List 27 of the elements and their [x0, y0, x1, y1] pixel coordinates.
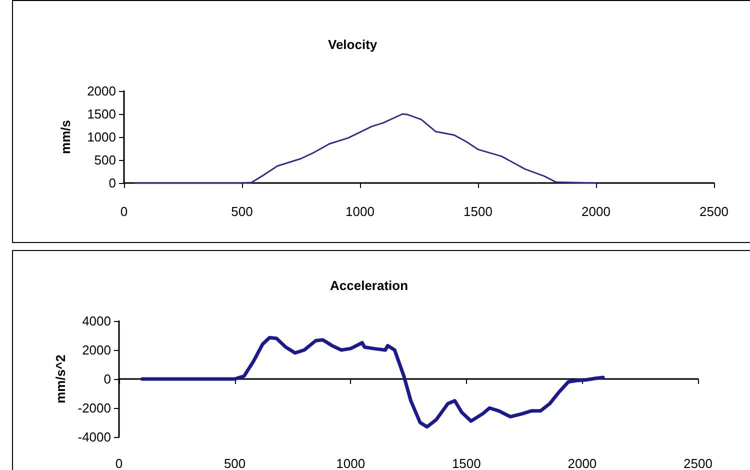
x-tick-label: 0 — [120, 204, 128, 219]
x-tick-label: 1000 — [346, 204, 374, 219]
x-tick-label: 1000 — [336, 456, 366, 470]
y-tick-label: 4000 — [82, 314, 111, 328]
x-tick-label: 1500 — [452, 456, 481, 470]
line-series — [140, 336, 605, 429]
x-tick-label: 500 — [231, 204, 253, 219]
y-tick-label: 0 — [108, 176, 116, 190]
x-tick-label: 1500 — [464, 204, 492, 219]
y-tick-label: 500 — [94, 152, 116, 168]
y-tick-label: 0 — [104, 372, 111, 386]
chart-title: Acceleration — [330, 278, 408, 293]
y-axis-title: mm/s — [58, 120, 73, 154]
x-tick-label: 500 — [224, 456, 246, 470]
y-tick-label: 1000 — [87, 130, 116, 144]
x-tick-label: 2500 — [700, 204, 728, 219]
chart-title: Velocity — [328, 37, 378, 52]
x-tick-label: 2500 — [684, 456, 712, 470]
y-tick-label: -4000 — [78, 430, 111, 444]
y-tick-label: -2000 — [78, 400, 111, 416]
y-axis-title: mm/s^2 — [52, 354, 68, 404]
y-tick-label: 2000 — [82, 342, 111, 358]
line-series — [135, 113, 597, 184]
y-tick-label: 2000 — [87, 84, 116, 98]
y-tick-label: 1500 — [87, 106, 116, 122]
x-tick-label: 2000 — [582, 204, 610, 219]
x-tick-label: 2000 — [568, 456, 597, 470]
